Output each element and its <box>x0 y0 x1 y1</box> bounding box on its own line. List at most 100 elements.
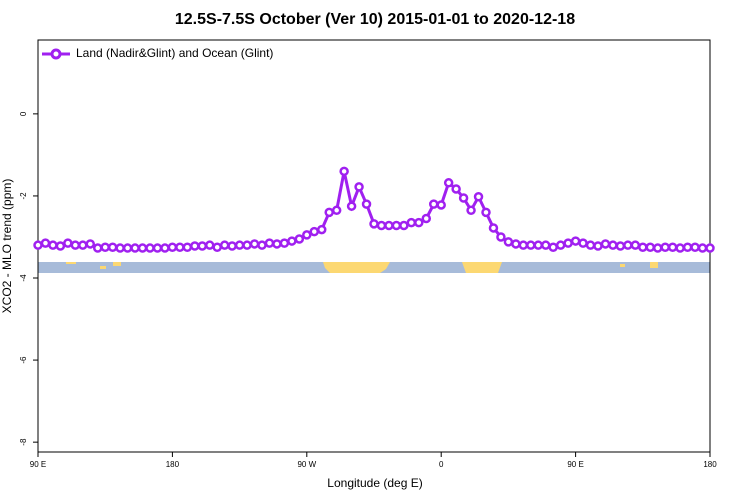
data-point <box>331 205 342 216</box>
data-point <box>451 184 461 194</box>
data-point <box>555 240 566 250</box>
data-point <box>533 240 544 250</box>
x-tick-label: 0 <box>439 460 444 469</box>
data-point <box>294 234 305 244</box>
data-point <box>279 238 290 248</box>
data-point <box>443 178 454 188</box>
data-point <box>376 220 387 231</box>
data-point <box>152 243 163 253</box>
x-tick-label: 180 <box>166 460 180 469</box>
x-tick-label: 90 W <box>297 460 316 469</box>
data-point <box>503 237 514 247</box>
data-point <box>249 239 260 249</box>
data-point <box>466 205 476 216</box>
data-point <box>316 224 327 235</box>
data-point <box>645 242 656 252</box>
data-point <box>302 230 312 240</box>
data-point <box>682 242 693 252</box>
data-point <box>122 243 133 253</box>
data-point <box>369 219 379 229</box>
data-point <box>197 241 208 251</box>
data-point <box>346 201 357 211</box>
data-point <box>399 220 409 231</box>
data-point <box>115 243 125 253</box>
x-axis-label: Longitude (deg E) <box>327 476 422 490</box>
data-point <box>264 238 275 248</box>
data-point <box>518 240 529 250</box>
data-point <box>414 217 424 228</box>
y-axis-label: XCO2 - MLO trend (ppm) <box>0 179 14 314</box>
data-point <box>652 243 663 253</box>
data-point <box>145 243 155 253</box>
data-point <box>361 199 372 209</box>
data-point <box>600 239 611 249</box>
data-point <box>167 242 178 252</box>
data-point <box>511 239 521 249</box>
legend: Land (Nadir&Glint) and Ocean (Glint) <box>42 46 273 60</box>
data-point <box>458 193 469 203</box>
data-point <box>55 241 66 251</box>
x-tick-label: 180 <box>703 460 717 469</box>
data-point <box>234 240 245 250</box>
data-point <box>212 242 222 252</box>
data-point <box>40 238 51 248</box>
data-point <box>107 242 118 252</box>
data-point <box>257 240 267 250</box>
data-point <box>85 239 96 249</box>
data-point <box>540 240 551 250</box>
data-point <box>473 192 484 202</box>
data-point <box>578 238 588 248</box>
series-line <box>37 171 710 250</box>
data-point <box>593 241 603 251</box>
data-point <box>324 207 334 218</box>
data-point <box>697 243 708 253</box>
y-tick-label: 0 <box>19 111 28 116</box>
data-point <box>548 242 558 252</box>
data-point <box>570 236 581 246</box>
chart-title: 12.5S-7.5S October (Ver 10) 2015-01-01 t… <box>175 11 575 28</box>
data-point <box>272 239 282 249</box>
data-point <box>705 243 715 253</box>
data-point <box>488 223 499 233</box>
data-point <box>354 182 364 192</box>
data-point <box>428 199 439 209</box>
data-point <box>33 240 43 250</box>
data-point <box>406 217 417 228</box>
data-point <box>638 242 648 252</box>
data-point <box>630 240 641 250</box>
y-tick-label: -2 <box>19 192 28 200</box>
data-point <box>563 238 573 248</box>
data-point <box>182 242 193 252</box>
data-point <box>100 242 110 252</box>
data-point <box>92 243 103 253</box>
x-tick-label: 90 E <box>567 460 583 469</box>
data-point <box>287 236 297 246</box>
data-point <box>63 238 73 248</box>
data-point <box>585 240 596 250</box>
data-point <box>137 243 148 253</box>
data-point <box>496 232 506 242</box>
data-point <box>78 240 88 250</box>
data-point <box>219 240 230 250</box>
data-point <box>204 240 215 250</box>
data-point <box>391 220 402 231</box>
data-point <box>160 243 170 253</box>
data-point <box>384 220 394 231</box>
data-point <box>190 241 200 251</box>
data-point <box>227 241 237 251</box>
data-point <box>660 242 670 252</box>
data-point <box>667 242 678 252</box>
x-tick-label: 90 E <box>30 460 46 469</box>
data-point <box>421 213 432 224</box>
y-tick-label: -6 <box>19 356 28 364</box>
y-tick-label: -8 <box>19 438 28 446</box>
data-point <box>623 240 633 250</box>
y-tick-label: -4 <box>19 274 28 282</box>
data-point <box>242 240 252 250</box>
data-point <box>339 166 349 177</box>
data-point <box>526 240 536 250</box>
data-point <box>309 226 320 237</box>
data-point <box>48 240 58 250</box>
data-point <box>436 200 446 210</box>
